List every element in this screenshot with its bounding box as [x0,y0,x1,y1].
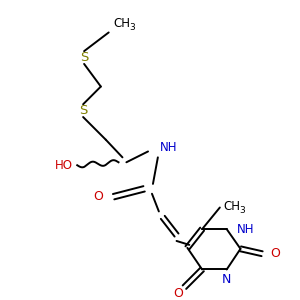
Text: NH: NH [236,223,254,236]
Text: O: O [270,247,280,260]
Text: S: S [80,50,88,64]
Text: S: S [79,103,87,117]
Text: CH: CH [224,200,241,213]
Text: CH: CH [114,17,130,30]
Text: 3: 3 [239,206,245,215]
Text: 3: 3 [129,23,135,32]
Text: O: O [174,286,184,300]
Text: N: N [222,273,231,286]
Text: NH: NH [160,141,177,154]
Text: HO: HO [55,159,73,172]
Text: O: O [93,190,103,203]
